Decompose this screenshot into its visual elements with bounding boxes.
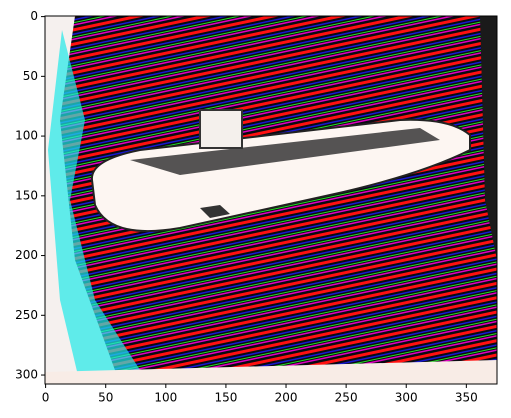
x-tick-label: 200 [275, 391, 298, 405]
x-tick-label: 300 [395, 391, 418, 405]
x-tick-label: 250 [335, 391, 358, 405]
x-tick-label: 0 [42, 391, 50, 405]
axes-frame [44, 15, 498, 385]
x-tick-label: 100 [154, 391, 177, 405]
y-tick-label: 200 [15, 248, 38, 262]
y-tick-label: 100 [15, 129, 38, 143]
y-tick-label: 150 [15, 188, 38, 202]
y-tick-label: 0 [30, 9, 38, 23]
x-tick-label: 350 [455, 391, 478, 405]
y-tick-label: 250 [15, 308, 38, 322]
y-tick-label: 50 [23, 69, 38, 83]
y-tick-label: 300 [15, 368, 38, 382]
x-tick-label: 150 [214, 391, 237, 405]
x-tick-label: 50 [98, 391, 113, 405]
image [45, 16, 497, 384]
